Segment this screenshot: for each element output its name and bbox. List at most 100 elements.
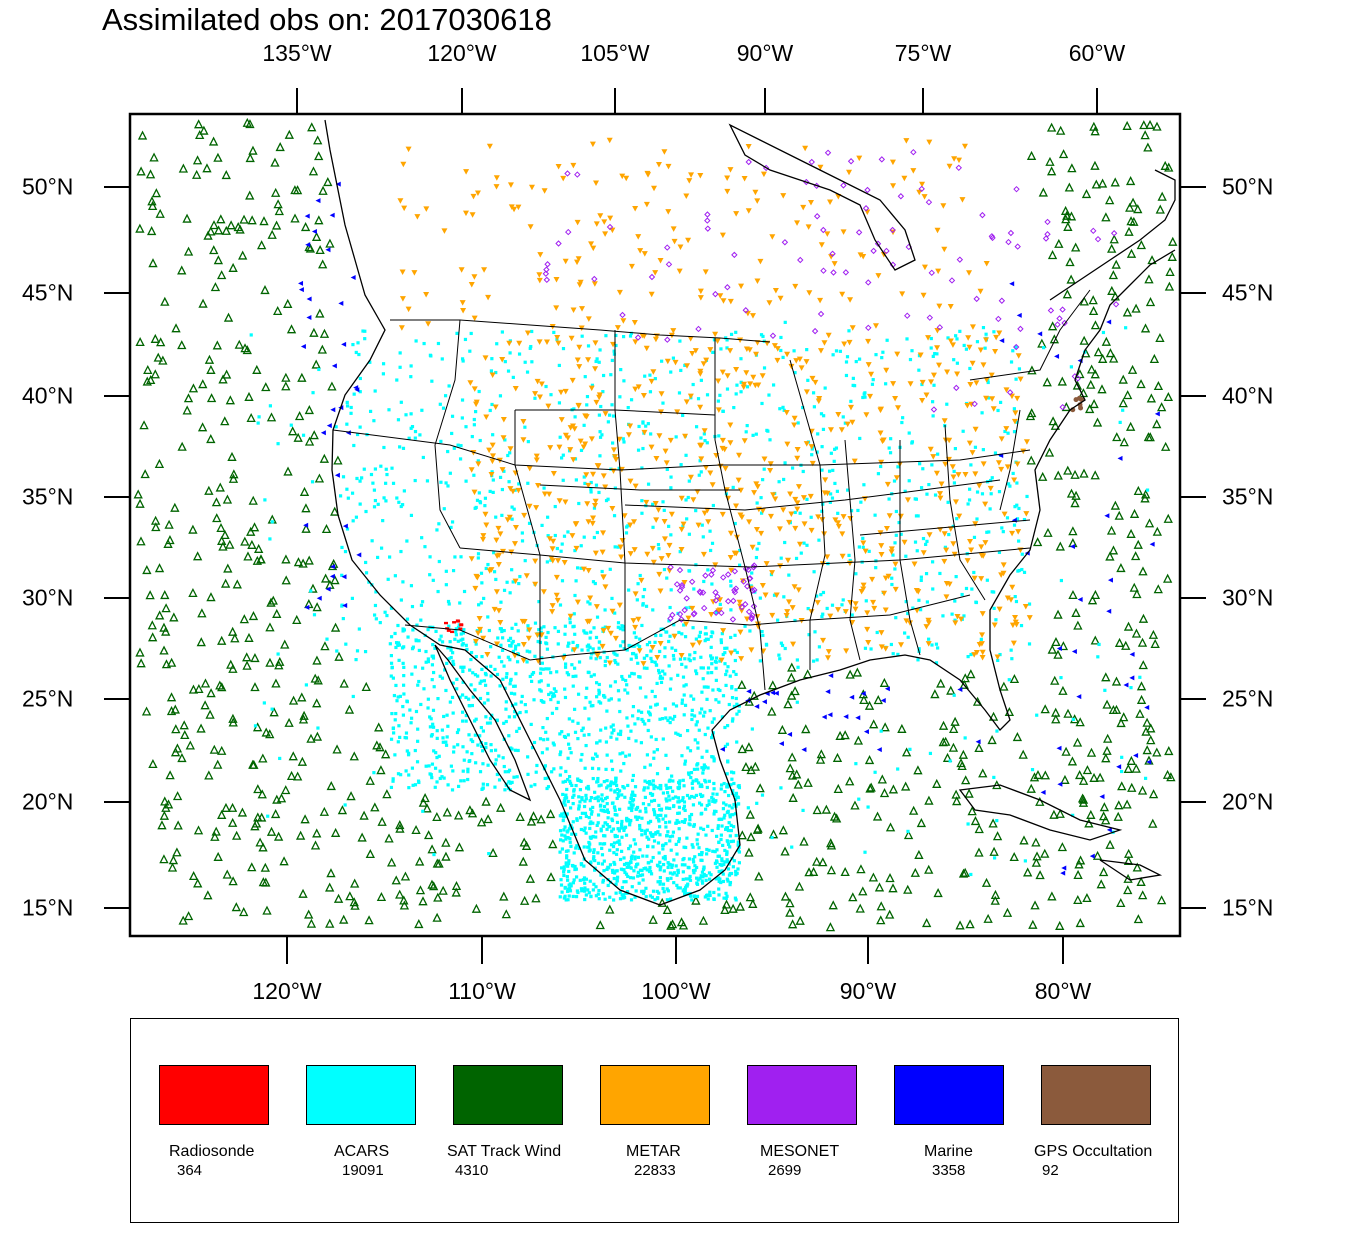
acars-marker xyxy=(646,728,650,733)
mesonet-marker xyxy=(953,384,960,392)
sat-track-wind-marker xyxy=(1086,809,1096,819)
acars-marker xyxy=(617,698,621,702)
metar-marker xyxy=(890,381,897,387)
acars-marker xyxy=(588,807,593,811)
acars-marker xyxy=(575,844,579,848)
acars-marker xyxy=(520,694,524,699)
metar-marker xyxy=(411,270,418,276)
acars-marker xyxy=(461,669,465,674)
acars-marker xyxy=(631,651,636,656)
acars-marker xyxy=(517,643,521,647)
sat-track-wind-marker xyxy=(288,695,299,705)
metar-marker xyxy=(541,491,548,498)
acars-marker xyxy=(343,803,347,807)
mesonet-marker xyxy=(865,324,872,332)
sat-track-wind-marker xyxy=(242,652,252,662)
sat-track-wind-marker xyxy=(415,885,426,895)
acars-marker xyxy=(641,595,645,599)
acars-marker xyxy=(533,654,537,658)
acars-marker xyxy=(430,733,434,737)
acars-marker xyxy=(719,638,723,642)
legend-item-metar: METAR 22833 xyxy=(600,1065,740,1179)
acars-marker xyxy=(691,779,695,783)
metar-marker xyxy=(951,156,958,162)
acars-marker xyxy=(609,780,613,784)
sat-track-wind-marker xyxy=(183,246,194,256)
sat-track-wind-marker xyxy=(177,753,187,763)
metar-marker xyxy=(688,172,695,178)
metar-marker xyxy=(459,300,466,306)
acars-marker xyxy=(812,405,816,409)
sat-track-wind-marker xyxy=(253,784,263,794)
acars-marker xyxy=(907,431,911,435)
acars-marker xyxy=(688,818,692,822)
acars-marker xyxy=(612,851,616,855)
sat-track-wind-marker xyxy=(666,920,676,930)
mesonet-marker xyxy=(749,612,756,619)
metar-marker xyxy=(712,331,719,338)
acars-marker xyxy=(672,858,676,862)
metar-marker xyxy=(794,506,801,513)
acars-marker xyxy=(625,819,629,823)
sat-track-wind-marker xyxy=(831,813,842,823)
metar-marker xyxy=(632,591,639,597)
acars-marker xyxy=(486,698,490,702)
acars-marker xyxy=(603,821,607,825)
acars-marker xyxy=(718,393,722,397)
acars-marker xyxy=(462,779,466,783)
sat-track-wind-marker xyxy=(248,495,258,505)
top-lon-label: 90°W xyxy=(736,40,794,66)
acars-marker xyxy=(610,358,614,363)
acars-marker xyxy=(861,536,865,540)
sat-track-wind-marker xyxy=(1086,747,1097,757)
acars-marker xyxy=(378,620,382,625)
acars-marker xyxy=(544,730,548,734)
radiosonde-marker xyxy=(452,621,457,624)
acars-marker xyxy=(664,753,668,757)
acars-marker xyxy=(622,880,626,884)
metar-marker xyxy=(769,234,776,240)
acars-marker xyxy=(632,869,636,873)
acars-marker xyxy=(728,674,732,678)
acars-marker xyxy=(345,422,349,426)
sat-track-wind-marker xyxy=(206,688,216,698)
marine-marker xyxy=(1144,705,1150,711)
acars-marker xyxy=(432,685,436,689)
acars-marker xyxy=(876,472,881,476)
metar-marker xyxy=(671,633,678,640)
acars-marker xyxy=(694,793,699,798)
sat-track-wind-marker xyxy=(1096,879,1106,889)
acars-marker xyxy=(873,770,877,774)
acars-marker xyxy=(488,489,492,493)
acars-marker xyxy=(638,637,642,641)
acars-marker xyxy=(652,756,656,760)
acars-marker xyxy=(508,591,512,595)
acars-marker xyxy=(402,665,406,670)
sat-track-wind-marker xyxy=(193,878,203,888)
sat-track-wind-marker xyxy=(148,258,158,268)
acars-marker xyxy=(497,754,501,758)
acars-marker xyxy=(354,350,358,355)
sat-track-wind-marker xyxy=(952,796,962,806)
sat-track-wind-marker xyxy=(298,888,308,898)
acars-marker xyxy=(373,467,377,471)
acars-marker xyxy=(782,595,786,599)
metar-marker xyxy=(801,521,808,527)
metar-marker xyxy=(794,500,801,506)
acars-marker xyxy=(649,656,653,661)
sat-track-wind-marker xyxy=(1047,644,1057,654)
acars-marker xyxy=(739,380,743,384)
metar-marker xyxy=(631,547,638,553)
acars-marker xyxy=(966,655,970,659)
acars-marker xyxy=(1035,713,1039,717)
metar-marker xyxy=(832,517,839,523)
sat-track-wind-marker xyxy=(1068,526,1078,536)
mesonet-marker xyxy=(865,279,872,286)
metar-marker xyxy=(968,547,975,553)
acars-marker xyxy=(397,658,401,662)
marine-marker xyxy=(305,242,311,248)
acars-marker xyxy=(372,505,377,509)
acars-marker xyxy=(932,383,936,387)
sat-track-wind-marker xyxy=(856,864,866,874)
acars-marker xyxy=(692,824,696,828)
